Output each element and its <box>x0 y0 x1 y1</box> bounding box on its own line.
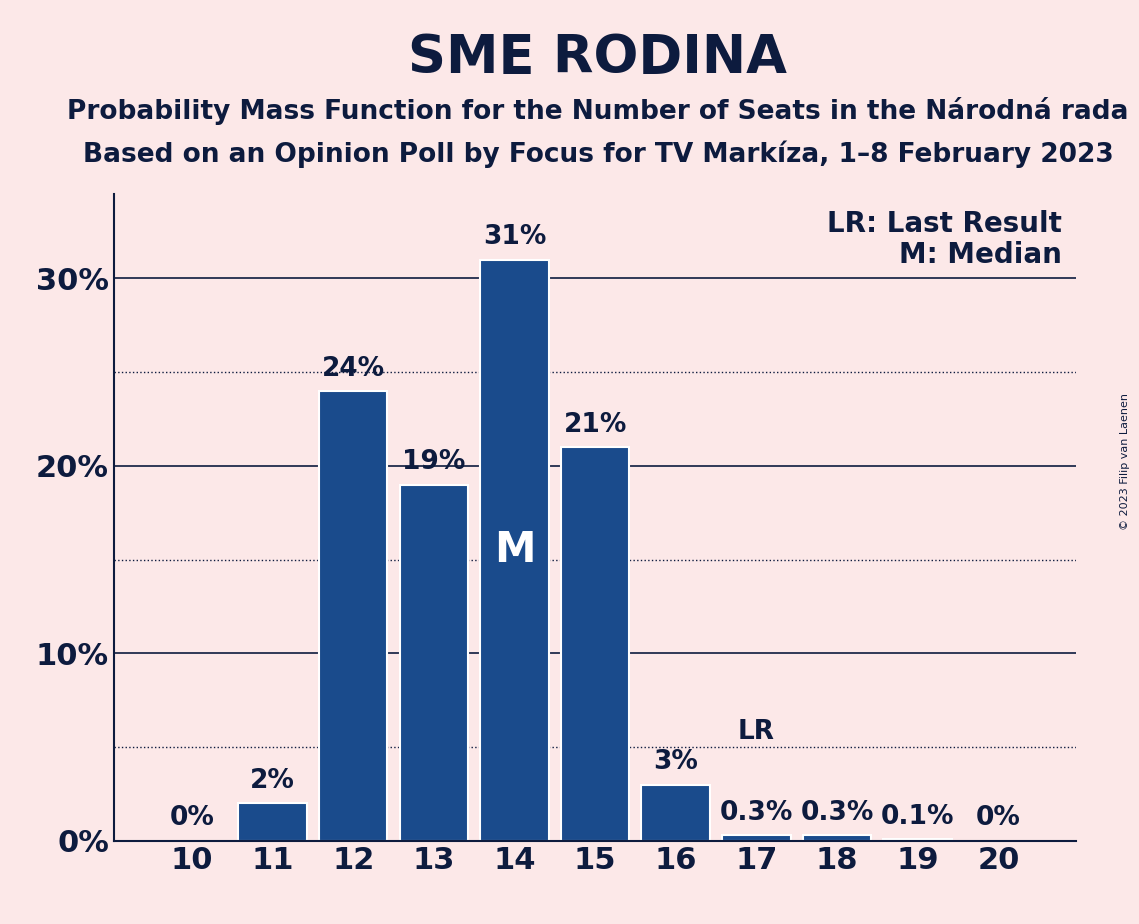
Bar <box>560 447 630 841</box>
Bar <box>319 391 387 841</box>
Bar <box>400 484 468 841</box>
Bar <box>803 835 871 841</box>
Bar <box>884 839 952 841</box>
Text: M: Median: M: Median <box>899 241 1062 269</box>
Text: 31%: 31% <box>483 225 547 250</box>
Bar <box>481 260 549 841</box>
Text: © 2023 Filip van Laenen: © 2023 Filip van Laenen <box>1120 394 1130 530</box>
Text: 19%: 19% <box>402 449 466 475</box>
Text: LR: LR <box>738 719 775 746</box>
Text: SME RODINA: SME RODINA <box>409 32 787 84</box>
Text: M: M <box>493 529 535 571</box>
Text: 24%: 24% <box>321 356 385 382</box>
Text: 0%: 0% <box>170 806 214 832</box>
Text: 0%: 0% <box>976 806 1021 832</box>
Text: Based on an Opinion Poll by Focus for TV Markíza, 1–8 February 2023: Based on an Opinion Poll by Focus for TV… <box>83 140 1113 168</box>
Bar <box>238 803 306 841</box>
Text: 3%: 3% <box>654 749 698 775</box>
Text: 0.3%: 0.3% <box>801 800 874 826</box>
Text: LR: Last Result: LR: Last Result <box>827 211 1062 238</box>
Bar <box>722 835 790 841</box>
Text: Probability Mass Function for the Number of Seats in the Národná rada: Probability Mass Function for the Number… <box>67 97 1129 125</box>
Text: 0.1%: 0.1% <box>880 804 954 830</box>
Text: 2%: 2% <box>251 768 295 794</box>
Text: 0.3%: 0.3% <box>720 800 793 826</box>
Bar <box>641 784 710 841</box>
Text: 21%: 21% <box>564 412 626 438</box>
